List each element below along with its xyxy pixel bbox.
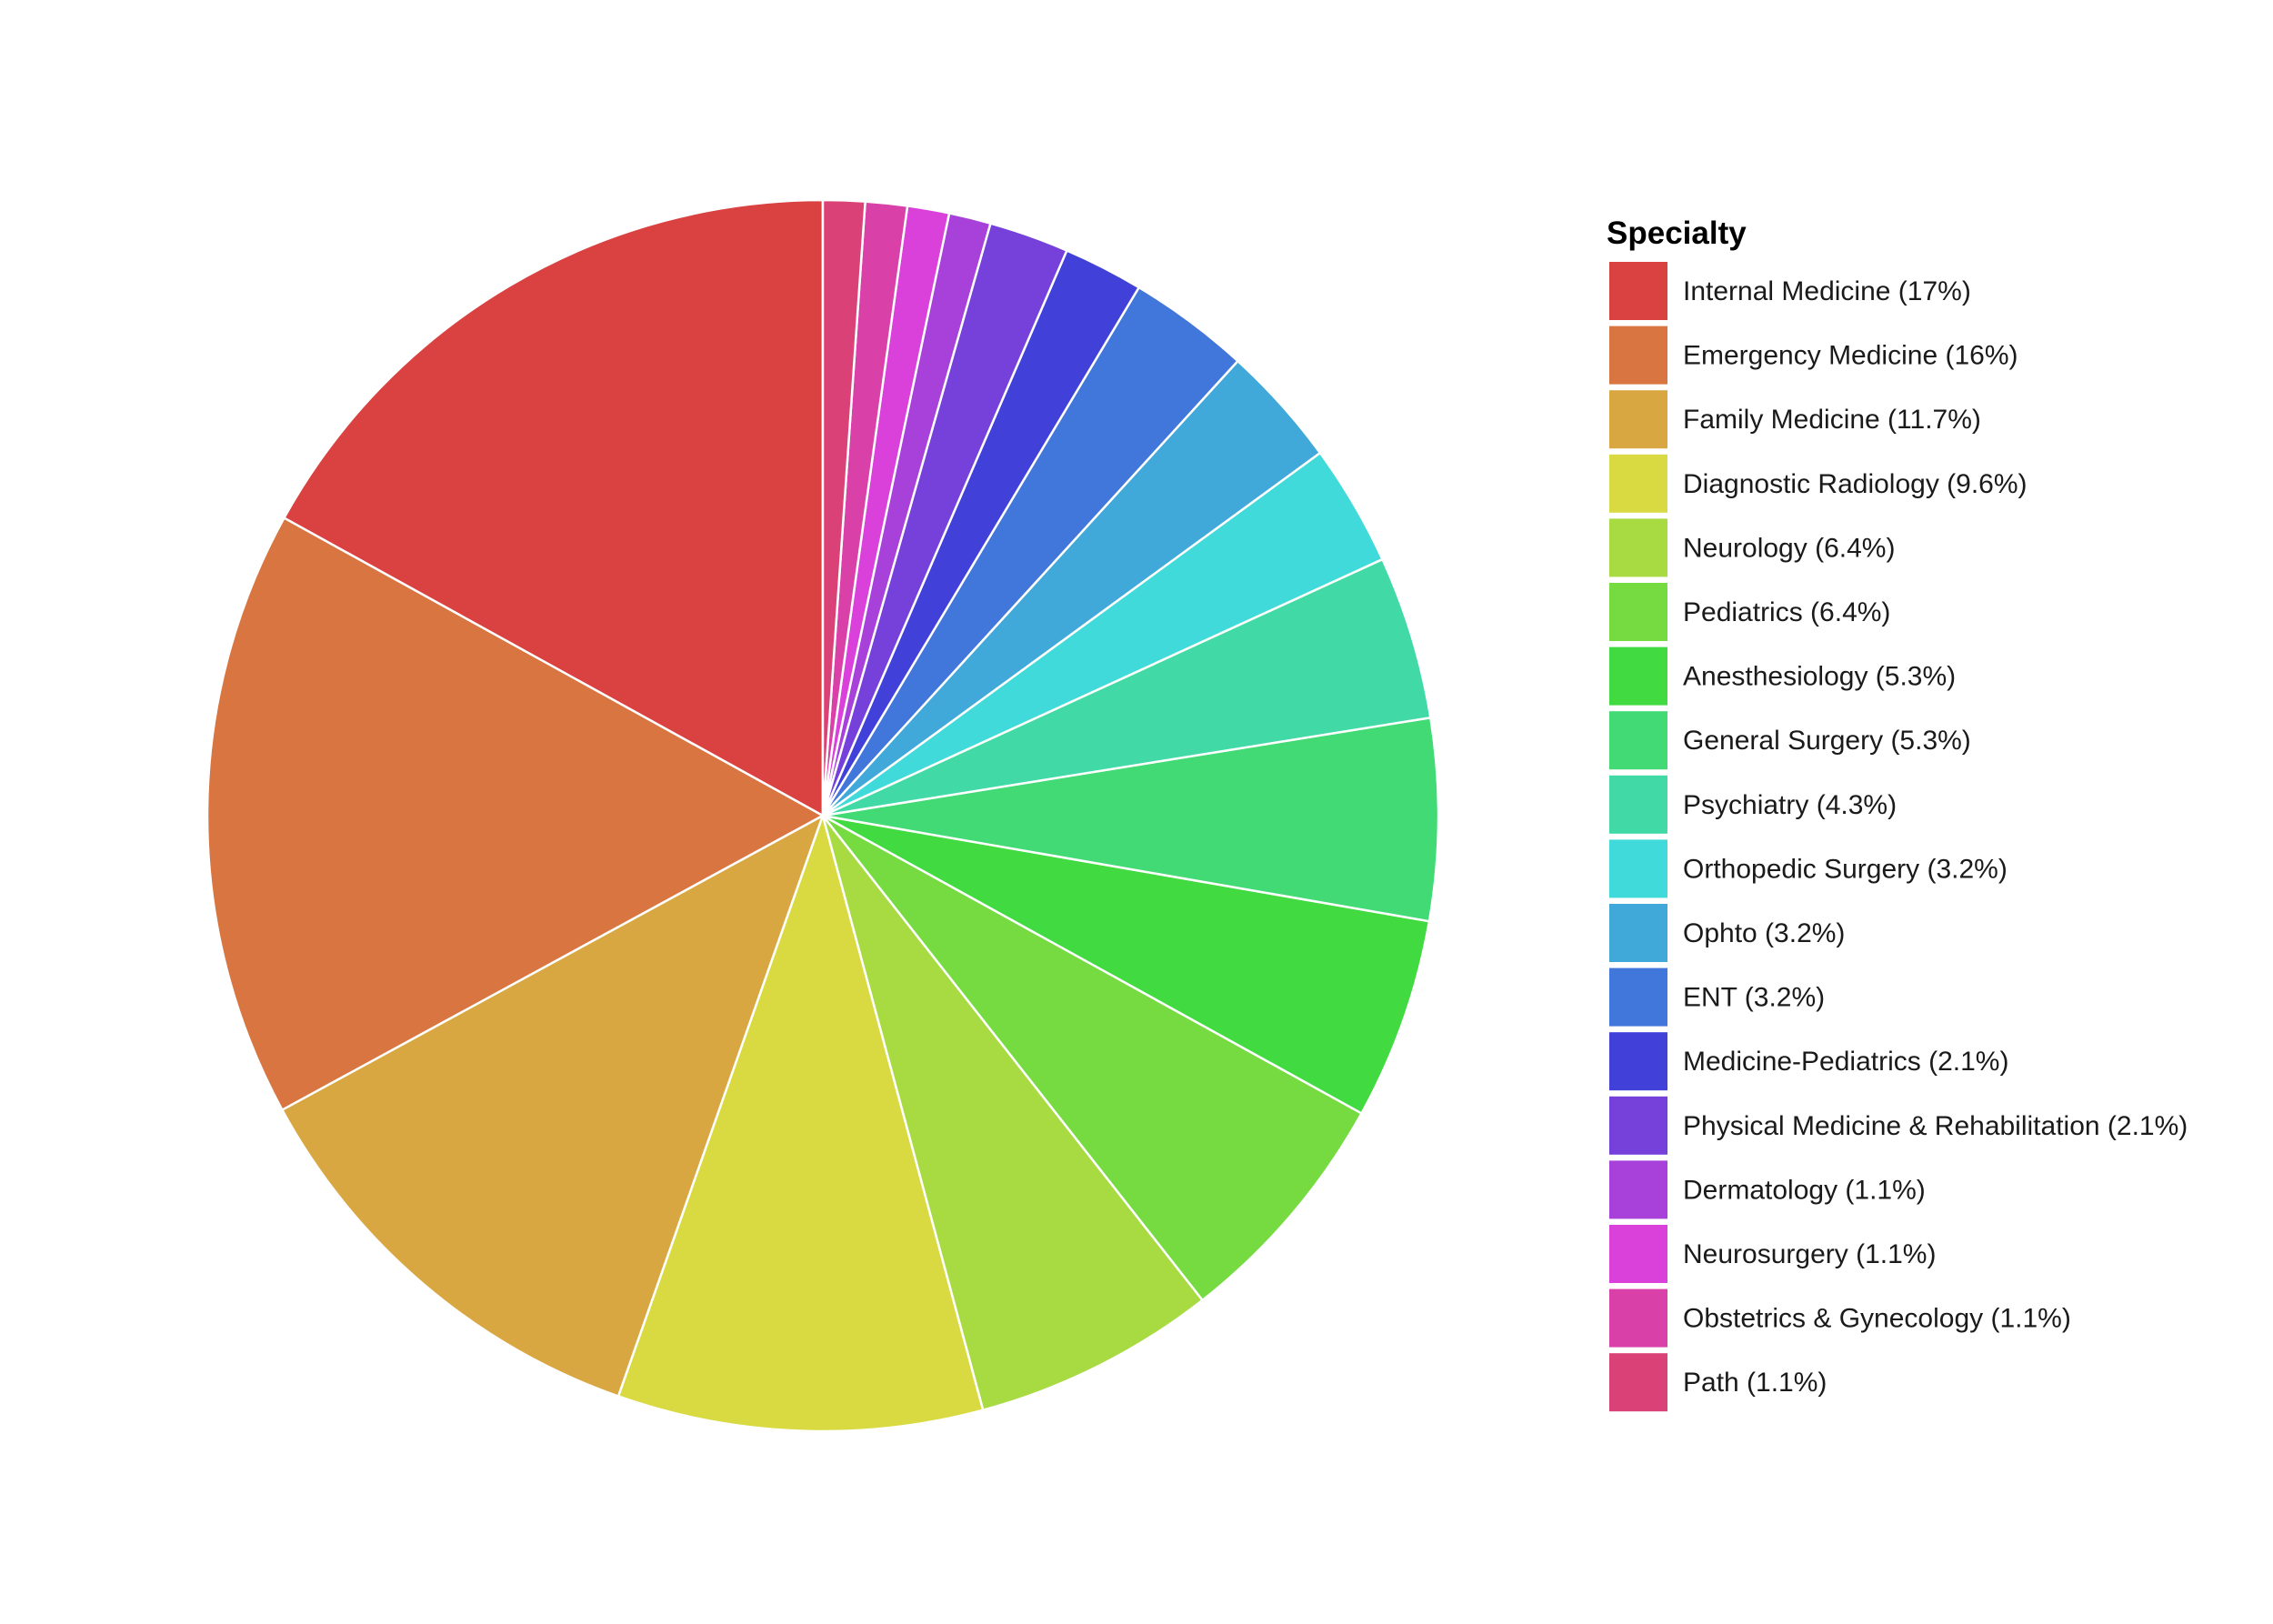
- legend-label: Ophto (3.2%): [1683, 918, 1845, 948]
- legend-item: ENT (3.2%): [1607, 966, 1825, 1028]
- legend: Specialty Internal Medicine (17%) Emergen…: [1607, 216, 2188, 1414]
- legend-key: [1607, 260, 1669, 322]
- legend-item: Family Medicine (11.7%): [1607, 388, 1981, 451]
- legend-key: [1607, 1158, 1669, 1221]
- legend-label: Obstetrics & Gynecology (1.1%): [1683, 1304, 2071, 1334]
- legend-item: Path (1.1%): [1607, 1351, 1827, 1414]
- pie-slice: [281, 814, 825, 1398]
- legend-key: [1607, 324, 1669, 386]
- legend-item: Anesthesiology (5.3%): [1607, 645, 1956, 707]
- legend-label: Internal Medicine (17%): [1683, 276, 1971, 306]
- pie-slice: [821, 198, 866, 817]
- legend-label: Dermatology (1.1%): [1683, 1175, 1926, 1205]
- legend-label: Neurosurgery (1.1%): [1683, 1239, 1936, 1269]
- legend-label: Anesthesiology (5.3%): [1683, 662, 1956, 692]
- pie-slices: [205, 198, 1440, 1433]
- legend-key: [1607, 388, 1669, 451]
- legend-key: [1607, 1351, 1669, 1414]
- pie-slice: [283, 198, 825, 817]
- pie-slice: [821, 557, 1432, 817]
- legend-label: Diagnostic Radiology (9.6%): [1683, 469, 2028, 499]
- legend-label: Physical Medicine & Rehabilitation (2.1%…: [1683, 1111, 2188, 1141]
- legend-label: Psychiatry (4.3%): [1683, 790, 1897, 820]
- legend-item: Internal Medicine (17%): [1607, 260, 1971, 322]
- legend-key: [1607, 516, 1669, 579]
- legend-item: Neurosurgery (1.1%): [1607, 1223, 1936, 1285]
- legend-key: [1607, 1094, 1669, 1157]
- legend-label: General Surgery (5.3%): [1683, 726, 1971, 756]
- pie-slice: [821, 716, 1440, 923]
- legend-label: Orthopedic Surgery (3.2%): [1683, 854, 2008, 884]
- pie-slice: [821, 814, 1431, 1115]
- legend-key: [1607, 837, 1669, 900]
- legend-key: [1607, 452, 1669, 515]
- legend-key: [1607, 773, 1669, 836]
- legend-item: Ophto (3.2%): [1607, 902, 1845, 964]
- legend-key: [1607, 645, 1669, 707]
- legend-key: [1607, 966, 1669, 1028]
- legend-item: Obstetrics & Gynecology (1.1%): [1607, 1287, 2071, 1349]
- legend-title: Specialty: [1607, 216, 1747, 251]
- legend-label: Path (1.1%): [1683, 1368, 1827, 1398]
- legend-item: Psychiatry (4.3%): [1607, 773, 1897, 836]
- legend-item: Medicine-Pediatrics (2.1%): [1607, 1030, 2008, 1093]
- legend-key: [1607, 581, 1669, 643]
- pie-slice: [821, 814, 1363, 1302]
- legend-key: [1607, 902, 1669, 964]
- legend-item: Emergency Medicine (16%): [1607, 324, 2018, 386]
- legend-key: [1607, 1223, 1669, 1285]
- legend-label: Neurology (6.4%): [1683, 533, 1895, 563]
- legend-label: ENT (3.2%): [1683, 983, 1825, 1013]
- pie-slice: [205, 516, 825, 1111]
- legend-label: Family Medicine (11.7%): [1683, 405, 1981, 435]
- legend-item: Diagnostic Radiology (9.6%): [1607, 452, 2028, 515]
- legend-item: Neurology (6.4%): [1607, 516, 1895, 579]
- legend-key: [1607, 709, 1669, 772]
- legend-label: Pediatrics (6.4%): [1683, 597, 1890, 627]
- legend-label: Emergency Medicine (16%): [1683, 341, 2018, 371]
- legend-key: [1607, 1030, 1669, 1093]
- legend-item: Dermatology (1.1%): [1607, 1158, 1926, 1221]
- legend-item: Orthopedic Surgery (3.2%): [1607, 837, 2008, 900]
- pie-slice: [821, 814, 1204, 1411]
- pie-slice: [616, 814, 985, 1433]
- legend-item: Physical Medicine & Rehabilitation (2.1%…: [1607, 1094, 2188, 1157]
- legend-label: Medicine-Pediatrics (2.1%): [1683, 1047, 2008, 1077]
- legend-item: General Surgery (5.3%): [1607, 709, 1971, 772]
- legend-item: Pediatrics (6.4%): [1607, 581, 1890, 643]
- legend-items: Internal Medicine (17%) Emergency Medicin…: [1607, 260, 2188, 1414]
- legend-key: [1607, 1287, 1669, 1349]
